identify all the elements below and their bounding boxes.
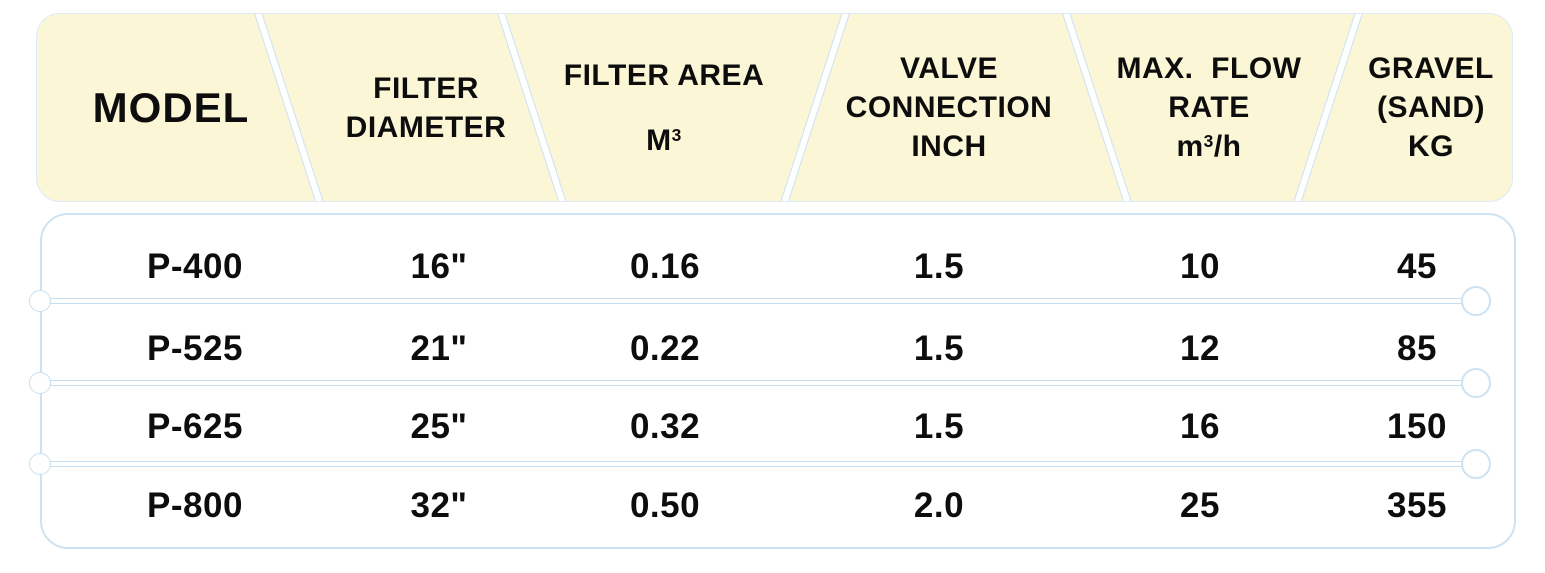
unit-superscript: 3 [671, 124, 682, 145]
separator-circle-right [1461, 286, 1491, 316]
row-separator [42, 298, 1463, 304]
cell-filter-diameter: 25" [410, 407, 468, 446]
column-header-filter-diameter: FILTER DIAMETER [346, 14, 507, 201]
header-line: FILTER AREA [563, 58, 765, 92]
cell-max-flow-rate: 12 [1180, 329, 1220, 368]
cell-filter-area: 0.16 [629, 247, 701, 286]
header-line: FILTER [373, 71, 479, 105]
cell-max-flow-rate: 10 [1180, 247, 1220, 286]
header-line: INCH [911, 130, 987, 163]
cell-gravel-sand: 45 [1397, 247, 1437, 286]
cell-model: P-525 [147, 329, 243, 368]
cell-valve-connection: 1.5 [913, 247, 965, 286]
column-header-filter-area: FILTER AREA M3 [564, 14, 765, 201]
cell-filter-area: 0.50 [629, 486, 701, 525]
row-separator [42, 380, 1463, 386]
header-line: CONNECTION [845, 91, 1053, 124]
header-line: (SAND) [1376, 91, 1485, 124]
table-body: P-400 16" 0.16 1.5 10 45 P-525 21" 0.22 1.5 12 85 P-… [29, 213, 1516, 549]
separator-notch-left [29, 290, 51, 312]
cell-valve-connection: 1.5 [913, 407, 965, 446]
separator-notch-left [29, 372, 51, 394]
header-line: RATE [1168, 91, 1250, 124]
header-line: KG [1407, 130, 1454, 163]
separator-circle-right [1461, 449, 1491, 479]
header-line: GRAVEL [1368, 52, 1494, 85]
table-header: MODEL FILTER DIAMETER FILTER AREA M3 VALVE CON… [36, 13, 1513, 202]
cell-gravel-sand: 85 [1397, 329, 1437, 368]
cell-valve-connection: 2.0 [913, 486, 965, 525]
header-line: m3/h [1176, 127, 1241, 166]
cell-model: P-800 [147, 486, 243, 525]
column-header-valve-connection: VALVE CONNECTION INCH [846, 14, 1053, 201]
column-header-max-flow-rate: MAX. FLOW RATE m3/h [1117, 14, 1302, 201]
header-divider [241, 14, 337, 201]
header-line: VALVE [899, 52, 999, 85]
cell-valve-connection: 1.5 [913, 329, 965, 368]
unit-superscript: 3 [1203, 131, 1214, 152]
column-header-model: MODEL [93, 14, 250, 201]
unit-base: M [646, 123, 672, 157]
column-header-gravel-sand: GRAVEL (SAND) KG [1368, 14, 1494, 201]
unit-suffix: /h [1213, 130, 1242, 163]
cell-gravel-sand: 355 [1387, 486, 1447, 525]
cell-filter-area: 0.22 [629, 329, 701, 368]
header-line: MODEL [92, 84, 250, 131]
header-line: DIAMETER [345, 110, 507, 144]
cell-filter-area: 0.32 [629, 407, 701, 446]
unit-base: m [1176, 130, 1204, 163]
cell-gravel-sand: 150 [1387, 407, 1447, 446]
cell-model: P-625 [147, 407, 243, 446]
separator-notch-left [29, 453, 51, 475]
cell-max-flow-rate: 16 [1180, 407, 1220, 446]
cell-filter-diameter: 16" [410, 247, 468, 286]
separator-circle-right [1461, 368, 1491, 398]
cell-max-flow-rate: 25 [1180, 486, 1220, 525]
header-line: MAX. FLOW [1116, 52, 1302, 85]
cell-filter-diameter: 32" [410, 486, 468, 525]
row-separator [42, 461, 1463, 467]
cell-filter-diameter: 21" [410, 329, 468, 368]
cell-model: P-400 [147, 247, 243, 286]
header-line: M3 [646, 121, 682, 160]
